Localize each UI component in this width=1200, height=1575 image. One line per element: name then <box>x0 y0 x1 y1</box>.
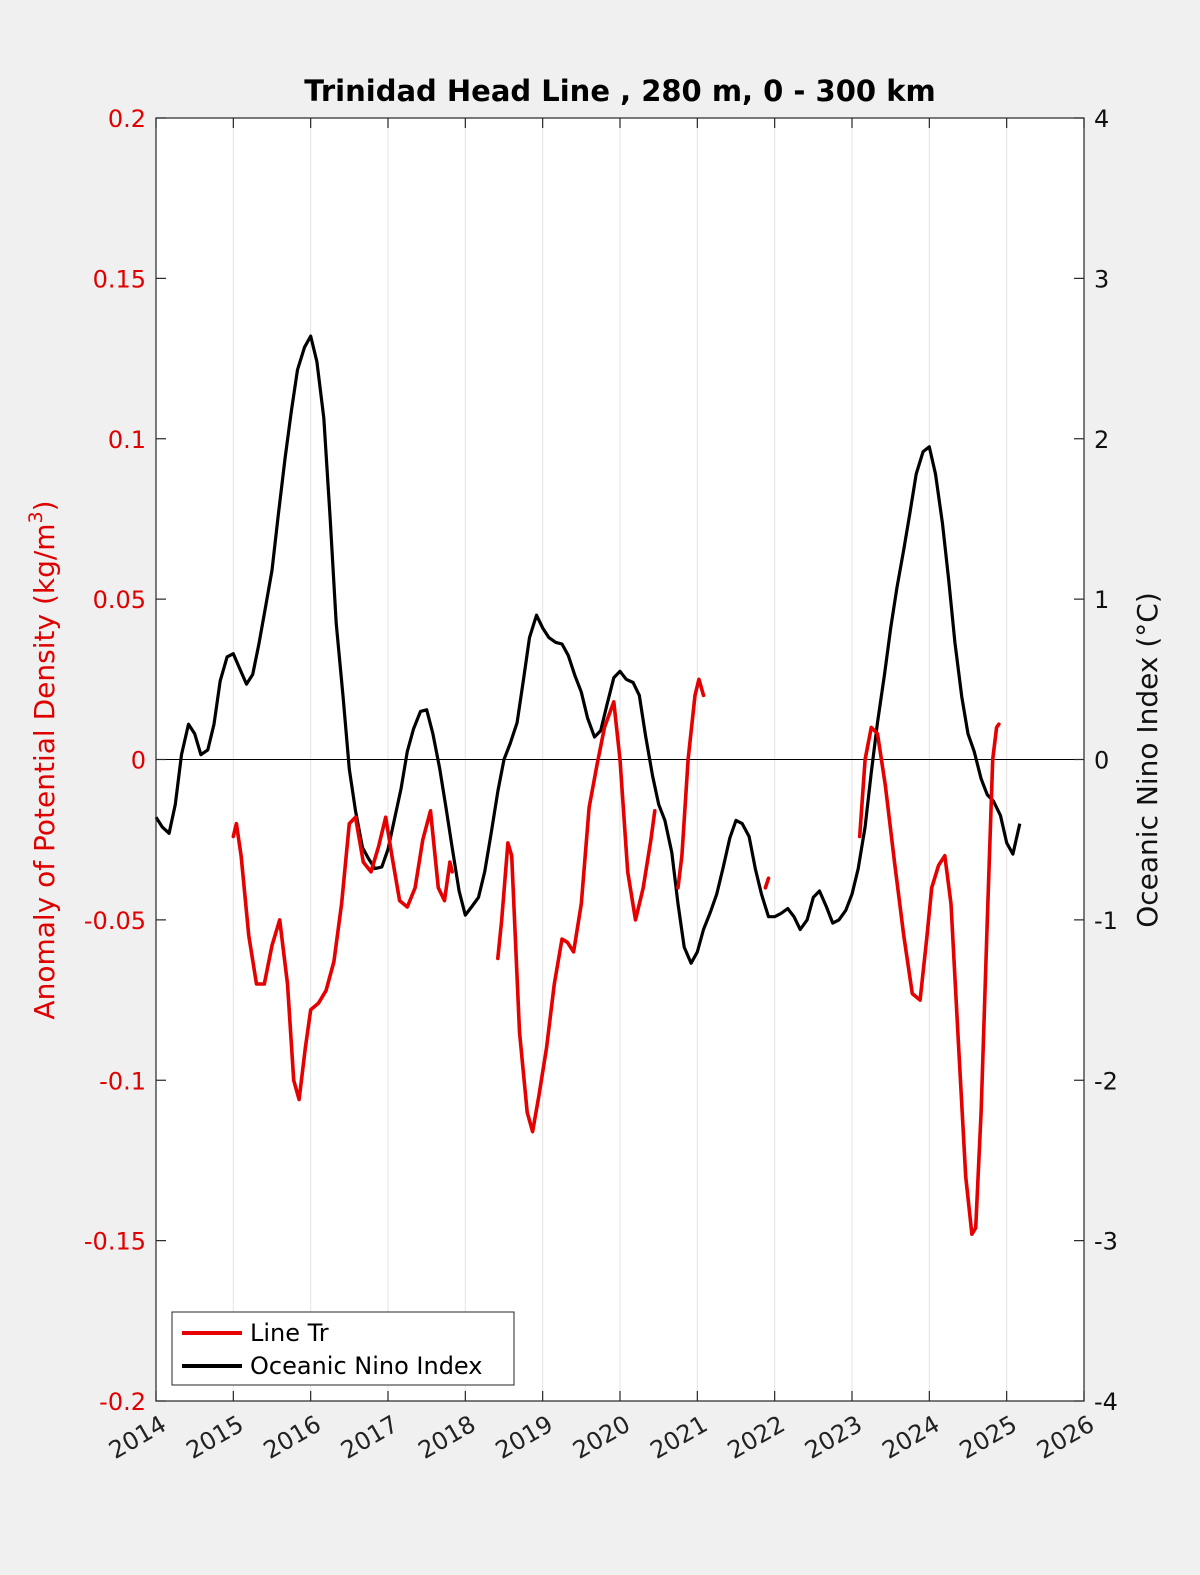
y-left-tick-label: 0.15 <box>93 265 146 293</box>
y-axis-left-label: Anomaly of Potential Density (kg/m3) <box>25 500 61 1019</box>
x-tick-label: 2017 <box>336 1410 403 1465</box>
series-line-tr-segment <box>763 876 771 890</box>
y-axis-right-label: Oceanic Nino Index (°C) <box>1131 592 1164 928</box>
y-left-tick-label: -0.1 <box>99 1067 146 1095</box>
y-left-tick-label: 0.1 <box>108 426 146 454</box>
x-tick-label: 2021 <box>645 1410 712 1465</box>
x-tick-label: 2026 <box>1032 1410 1099 1465</box>
legend: Line Tr Oceanic Nino Index <box>171 1311 515 1386</box>
y-right-tick-label: -2 <box>1094 1067 1118 1095</box>
y-left-tick-label: -0.15 <box>84 1228 146 1256</box>
series-line-tr-segment <box>857 722 1001 1236</box>
legend-box <box>171 1311 515 1386</box>
y-right-tick-label: 2 <box>1094 426 1109 454</box>
x-tick-label: 2019 <box>491 1410 558 1465</box>
x-tick-label: 2022 <box>723 1410 790 1465</box>
y-right-tick-label: 1 <box>1094 586 1109 614</box>
legend-label-oni: Oceanic Nino Index <box>250 1352 482 1380</box>
x-tick-label: 2016 <box>259 1410 326 1465</box>
chart-title: Trinidad Head Line , 280 m, 0 - 300 km <box>304 74 935 108</box>
tick-labels: 2014 2015 2016 2017 2018 2019 2020 2021 2022 2023… <box>84 105 1118 1465</box>
series-line-oni <box>154 334 1022 965</box>
x-tick-label: 2015 <box>181 1410 248 1465</box>
y-left-tick-label: -0.2 <box>99 1388 146 1416</box>
series-line-tr-segment <box>496 700 657 1134</box>
y-left-tick-label: 0.2 <box>108 105 146 133</box>
y-right-tick-label: -3 <box>1094 1228 1118 1256</box>
y-axis-left-label-close: ) <box>28 500 61 511</box>
y-left-tick-label: 0.05 <box>93 586 146 614</box>
x-tick-label: 2023 <box>800 1410 867 1465</box>
y-axis-left-label-text: Anomaly of Potential Density (kg/m <box>28 523 61 1019</box>
y-right-tick-label: 3 <box>1094 265 1109 293</box>
series-line-tr-segment <box>231 809 454 1102</box>
series-line-tr-segment <box>676 677 706 890</box>
y-axis-left-label-sup: 3 <box>25 511 47 523</box>
y-right-tick-label: 0 <box>1094 747 1109 775</box>
y-right-tick-label: -4 <box>1094 1388 1118 1416</box>
x-tick-label: 2014 <box>104 1410 171 1465</box>
legend-label-line-tr: Line Tr <box>250 1319 329 1347</box>
y-left-tick-label: 0 <box>131 747 146 775</box>
x-tick-label: 2018 <box>413 1410 480 1465</box>
axis-ticks <box>155 117 1085 1402</box>
y-left-tick-label: -0.05 <box>84 907 146 935</box>
x-tick-label: 2020 <box>568 1410 635 1465</box>
y-right-tick-label: 4 <box>1094 105 1109 133</box>
series-group <box>154 334 1022 1236</box>
x-tick-label: 2025 <box>955 1410 1022 1465</box>
y-right-tick-label: -1 <box>1094 907 1118 935</box>
x-tick-label: 2024 <box>877 1410 944 1465</box>
